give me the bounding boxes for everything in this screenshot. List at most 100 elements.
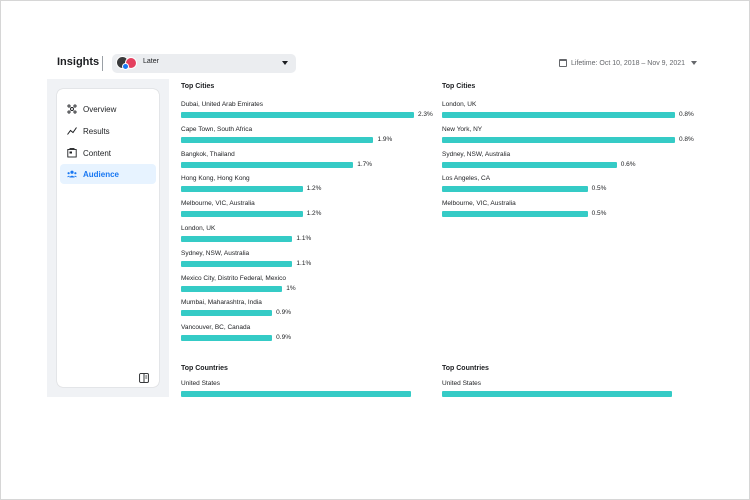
city-label: Hong Kong, Hong Kong bbox=[181, 175, 250, 183]
city-label: London, UK bbox=[442, 101, 477, 108]
city-row: New York, NY 0.8% bbox=[442, 126, 702, 150]
sidebar-item-label: Audience bbox=[83, 169, 120, 179]
page-selector-dropdown[interactable]: Later bbox=[112, 54, 296, 73]
city-bar bbox=[181, 285, 283, 292]
date-range-label: Lifetime: Oct 10, 2018 – Nov 9, 2021 bbox=[571, 59, 686, 67]
page-selector-value: Later bbox=[143, 58, 159, 65]
city-row: Mexico City, Distrito Federal, Mexico 1% bbox=[181, 275, 441, 299]
city-bar bbox=[181, 136, 374, 143]
sidebar-item-label: Content bbox=[83, 148, 112, 158]
page-avatar-icon bbox=[116, 56, 142, 71]
audience-icon bbox=[67, 169, 77, 179]
city-bar bbox=[442, 112, 675, 118]
city-bar bbox=[442, 391, 672, 397]
section-title: Top Countries bbox=[442, 365, 489, 372]
city-row: Mumbai, Maharashtra, India 0.9% bbox=[181, 299, 441, 323]
city-label: Melbourne, VIC, Australia bbox=[442, 200, 516, 208]
city-percentage: 0.5% bbox=[591, 185, 607, 193]
city-percentage: 1.1% bbox=[296, 259, 312, 267]
city-percentage: 2.3% bbox=[418, 111, 433, 118]
city-bar bbox=[181, 112, 414, 118]
city-row: United States bbox=[442, 380, 702, 397]
city-row: Bangkok, Thailand 1.7% bbox=[181, 151, 441, 175]
city-bar bbox=[181, 161, 354, 168]
city-label: London, UK bbox=[181, 225, 216, 232]
section-title: Top Cities bbox=[181, 83, 215, 90]
city-label: Mexico City, Distrito Federal, Mexico bbox=[181, 274, 286, 282]
city-label: Melbourne, VIC, Australia bbox=[181, 200, 255, 208]
city-percentage: 1.2% bbox=[306, 185, 322, 193]
page-title: Insights bbox=[57, 56, 100, 68]
city-row: London, UK 0.8% bbox=[442, 101, 702, 125]
city-percentage: 1.2% bbox=[306, 210, 322, 218]
city-label: United States bbox=[181, 380, 221, 387]
results-icon bbox=[67, 126, 77, 136]
city-percentage: 0.5% bbox=[591, 210, 607, 218]
sidebar-item-label: Results bbox=[83, 126, 110, 136]
city-label: New York, NY bbox=[442, 125, 483, 133]
insights-app: Insights Later Lifetime: Oct 10, 2018 – … bbox=[47, 47, 705, 397]
top-cities-section-secondary: Top Cities London, UK 0.8% New York, NY 0.8… bbox=[442, 83, 702, 233]
sidebar-nav: Overview Results Content Audience bbox=[57, 89, 159, 387]
city-percentage: 0.9% bbox=[276, 334, 291, 342]
city-percentage: 0.8% bbox=[679, 111, 694, 118]
sidebar-item-overview[interactable]: Overview bbox=[60, 99, 156, 119]
city-label: Cape Town, South Africa bbox=[181, 125, 253, 133]
overview-icon bbox=[67, 104, 77, 114]
content-icon bbox=[67, 148, 77, 158]
city-row: Melbourne, VIC, Australia 0.5% bbox=[442, 200, 702, 224]
city-percentage: 0.6% bbox=[620, 160, 636, 168]
title-divider bbox=[102, 56, 103, 71]
city-bar bbox=[181, 186, 303, 193]
city-percentage: 1% bbox=[286, 284, 296, 292]
city-bar bbox=[181, 236, 293, 242]
city-label: Los Angeles, CA bbox=[442, 175, 491, 183]
city-row: Vancouver, BC, Canada 0.9% bbox=[181, 324, 441, 348]
city-percentage: 1.1% bbox=[296, 235, 312, 242]
city-row: Los Angeles, CA 0.5% bbox=[442, 175, 702, 199]
audience-content: Top Cities Dubai, United Arab Emirates 2.… bbox=[169, 79, 705, 397]
city-bar bbox=[181, 335, 273, 342]
city-bar bbox=[181, 310, 273, 317]
date-range-selector[interactable]: Lifetime: Oct 10, 2018 – Nov 9, 2021 bbox=[559, 57, 698, 69]
city-label: Mumbai, Maharashtra, India bbox=[181, 299, 262, 307]
city-label: Bangkok, Thailand bbox=[181, 150, 235, 158]
city-bar bbox=[181, 260, 293, 267]
top-countries-section-secondary: Top Countries United States bbox=[442, 365, 702, 397]
city-percentage: 0.9% bbox=[276, 309, 291, 317]
city-row: Hong Kong, Hong Kong 1.2% bbox=[181, 175, 441, 199]
sidebar-item-content[interactable]: Content bbox=[60, 143, 156, 163]
chevron-down-icon bbox=[691, 61, 698, 65]
city-bar bbox=[442, 211, 588, 218]
city-row: Dubai, United Arab Emirates 2.3% bbox=[181, 101, 441, 125]
city-row: Melbourne, VIC, Australia 1.2% bbox=[181, 200, 441, 224]
city-row: Sydney, NSW, Australia 0.6% bbox=[442, 151, 702, 175]
city-bar bbox=[442, 161, 617, 168]
city-label: Vancouver, BC, Canada bbox=[181, 324, 251, 332]
city-label: United States bbox=[442, 380, 482, 387]
city-bar bbox=[442, 186, 588, 193]
sidebar-item-label: Overview bbox=[83, 104, 117, 114]
sidebar-item-results[interactable]: Results bbox=[60, 121, 156, 141]
collapse-panel-icon[interactable] bbox=[139, 370, 149, 383]
sidebar-item-audience[interactable]: Audience bbox=[60, 164, 156, 184]
city-label: Dubai, United Arab Emirates bbox=[181, 101, 264, 108]
city-label: Sydney, NSW, Australia bbox=[181, 249, 250, 257]
city-row: Sydney, NSW, Australia 1.1% bbox=[181, 250, 441, 274]
city-percentage: 0.8% bbox=[679, 135, 694, 143]
city-percentage: 1.7% bbox=[357, 160, 373, 168]
section-title: Top Countries bbox=[181, 365, 228, 372]
section-title: Top Cities bbox=[442, 83, 476, 90]
city-bar bbox=[442, 136, 675, 143]
city-bar bbox=[181, 211, 303, 218]
city-percentage: 1.9% bbox=[377, 135, 393, 143]
city-row: London, UK 1.1% bbox=[181, 225, 441, 249]
calendar-icon bbox=[559, 59, 567, 67]
city-row: Cape Town, South Africa 1.9% bbox=[181, 126, 441, 150]
insights-header: Insights Later Lifetime: Oct 10, 2018 – … bbox=[47, 47, 705, 79]
chevron-down-icon bbox=[282, 61, 288, 65]
city-label: Sydney, NSW, Australia bbox=[442, 150, 511, 158]
city-row: United States bbox=[181, 380, 441, 397]
top-countries-section: Top Countries United States bbox=[181, 365, 441, 397]
top-cities-section: Top Cities Dubai, United Arab Emirates 2.… bbox=[181, 83, 441, 353]
